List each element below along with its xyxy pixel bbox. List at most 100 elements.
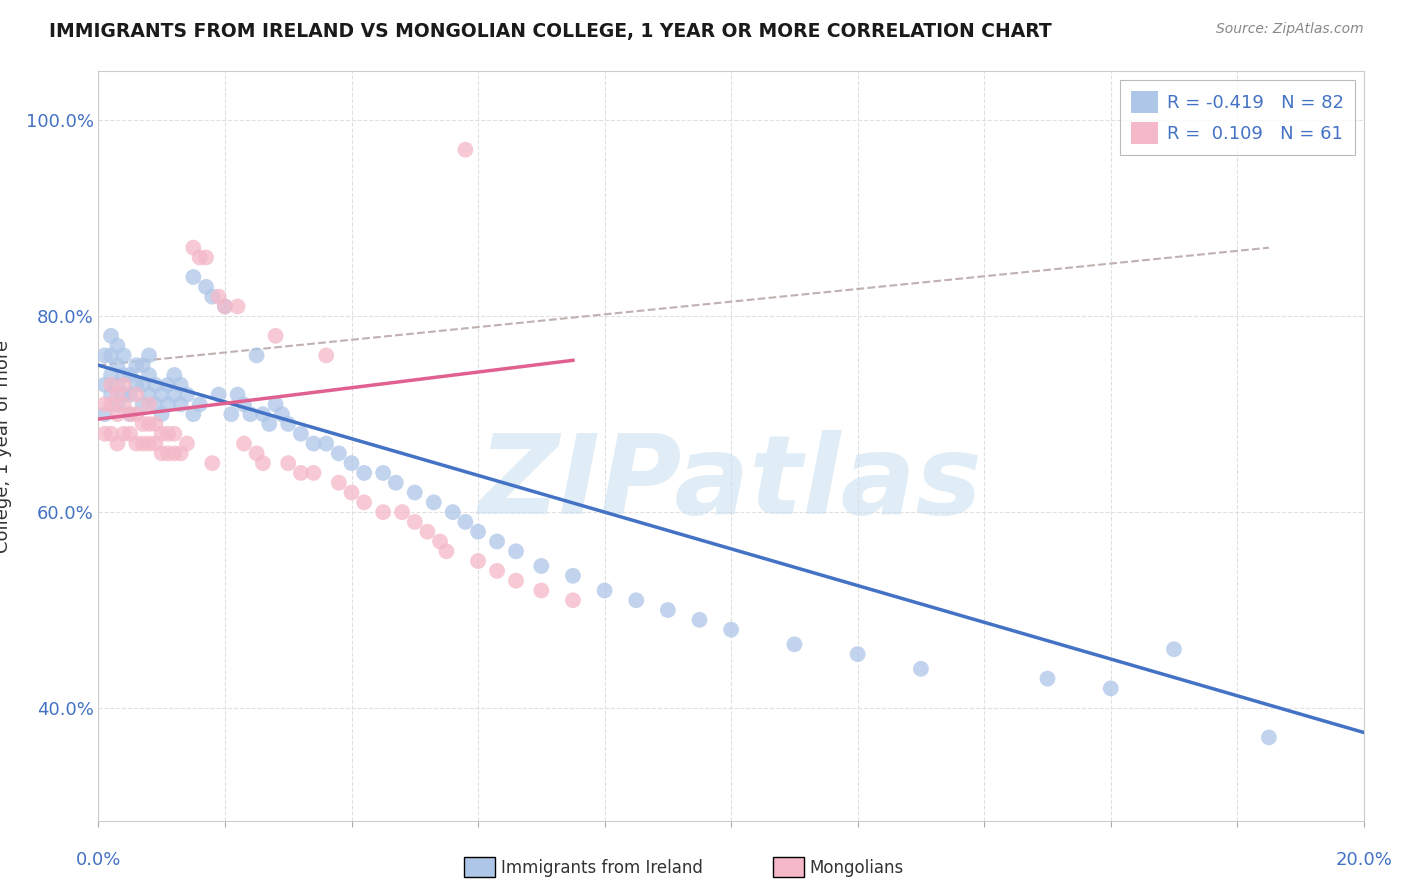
Point — [208, 387, 231, 401]
Point — [93, 377, 117, 392]
Point — [353, 466, 375, 480]
Legend: R = -0.419   N = 82, R =  0.109   N = 61: R = -0.419 N = 82, R = 0.109 N = 61 — [1121, 80, 1355, 155]
Point — [270, 407, 294, 421]
Point — [454, 143, 477, 157]
Point — [302, 436, 325, 450]
Point — [290, 426, 312, 441]
Point — [290, 466, 312, 480]
Point — [150, 446, 173, 460]
Point — [219, 407, 243, 421]
Point — [214, 300, 236, 314]
Point — [188, 397, 211, 411]
Point — [277, 456, 299, 470]
Point — [138, 436, 160, 450]
Point — [107, 377, 129, 392]
Point — [132, 417, 155, 431]
Point — [145, 397, 166, 411]
Point — [246, 348, 269, 362]
Point — [783, 637, 806, 651]
Point — [404, 515, 426, 529]
Point — [100, 328, 122, 343]
Point — [176, 436, 198, 450]
Point — [328, 446, 350, 460]
Point — [93, 397, 117, 411]
Point — [1257, 731, 1279, 745]
Point — [112, 368, 135, 382]
Point — [315, 436, 337, 450]
Point — [138, 348, 160, 362]
Point — [561, 593, 585, 607]
Point — [157, 426, 180, 441]
Point — [422, 495, 444, 509]
Point — [441, 505, 464, 519]
Point — [201, 456, 224, 470]
Point — [264, 397, 287, 411]
Point — [150, 407, 173, 421]
Point — [112, 426, 135, 441]
Point — [163, 368, 186, 382]
Point — [132, 397, 155, 411]
Point — [138, 397, 160, 411]
Point — [112, 377, 135, 392]
Point — [302, 466, 325, 480]
Text: 20.0%: 20.0% — [1336, 851, 1392, 869]
Point — [93, 348, 117, 362]
Point — [145, 417, 166, 431]
Point — [145, 377, 166, 392]
Point — [107, 358, 129, 372]
Point — [138, 417, 160, 431]
Point — [467, 524, 489, 539]
Point — [100, 397, 122, 411]
Point — [505, 544, 527, 558]
Point — [315, 348, 337, 362]
Point — [145, 436, 166, 450]
Point — [1099, 681, 1122, 696]
Point — [150, 387, 173, 401]
Point — [910, 662, 932, 676]
Point — [125, 377, 148, 392]
Point — [169, 446, 191, 460]
Point — [429, 534, 451, 549]
Point — [239, 407, 262, 421]
Point — [169, 377, 191, 392]
Text: Mongolians: Mongolians — [810, 859, 904, 877]
Point — [846, 647, 869, 661]
Point — [657, 603, 679, 617]
Y-axis label: College, 1 year or more: College, 1 year or more — [0, 340, 11, 552]
Point — [183, 407, 205, 421]
Point — [107, 397, 129, 411]
Point — [505, 574, 527, 588]
Point — [120, 407, 141, 421]
Text: 0.0%: 0.0% — [76, 851, 121, 869]
Point — [194, 251, 218, 265]
Point — [120, 387, 141, 401]
Point — [391, 505, 413, 519]
Point — [138, 387, 160, 401]
Text: Source: ZipAtlas.com: Source: ZipAtlas.com — [1216, 22, 1364, 37]
Point — [188, 251, 211, 265]
Point — [100, 387, 122, 401]
Point — [163, 446, 186, 460]
Point — [125, 436, 148, 450]
Point — [454, 515, 477, 529]
Point — [252, 456, 274, 470]
Point — [530, 559, 553, 574]
Point — [93, 407, 117, 421]
Point — [125, 407, 148, 421]
Point — [112, 348, 135, 362]
Point — [561, 568, 585, 582]
Point — [340, 456, 363, 470]
Point — [157, 446, 180, 460]
Point — [120, 407, 141, 421]
Point — [163, 426, 186, 441]
Point — [125, 358, 148, 372]
Point — [246, 446, 269, 460]
Point — [132, 358, 155, 372]
Point — [436, 544, 458, 558]
Point — [112, 387, 135, 401]
Text: Immigrants from Ireland: Immigrants from Ireland — [501, 859, 703, 877]
Point — [183, 241, 205, 255]
Point — [157, 377, 180, 392]
Point — [183, 270, 205, 285]
Point — [132, 377, 155, 392]
